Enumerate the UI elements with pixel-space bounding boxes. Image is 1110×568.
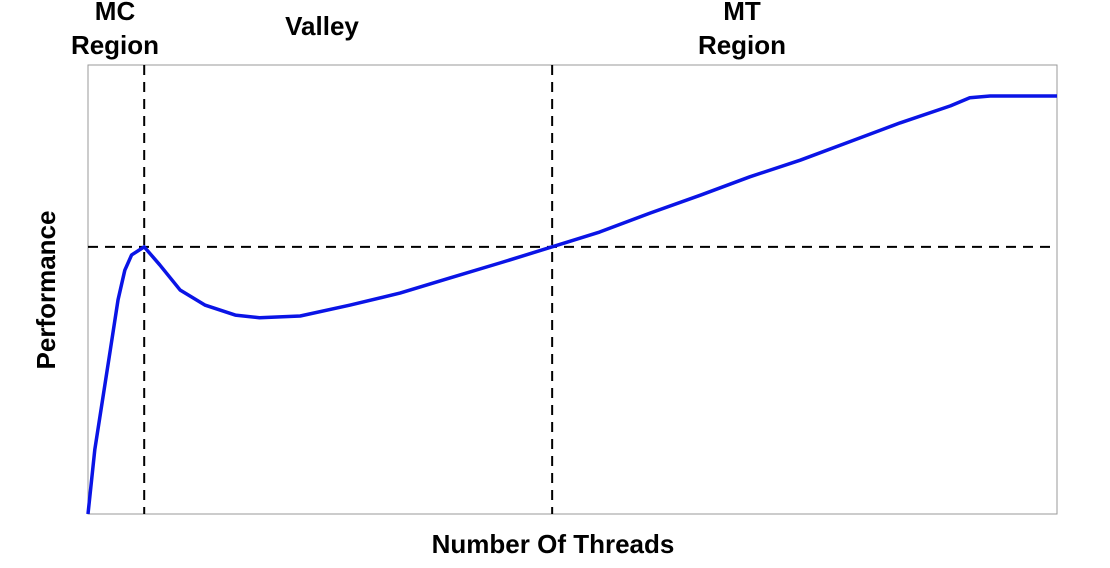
region-label: Region bbox=[71, 30, 159, 60]
plot-frame bbox=[87, 64, 1058, 515]
x-axis-label: Number Of Threads bbox=[432, 529, 675, 559]
region-label: MT bbox=[723, 0, 761, 26]
line-series bbox=[86, 94, 1057, 515]
region-label: Valley bbox=[285, 11, 359, 41]
y-axis-label: Performance bbox=[31, 211, 61, 370]
region-label: MC bbox=[95, 0, 136, 26]
region-label: Region bbox=[698, 30, 786, 60]
